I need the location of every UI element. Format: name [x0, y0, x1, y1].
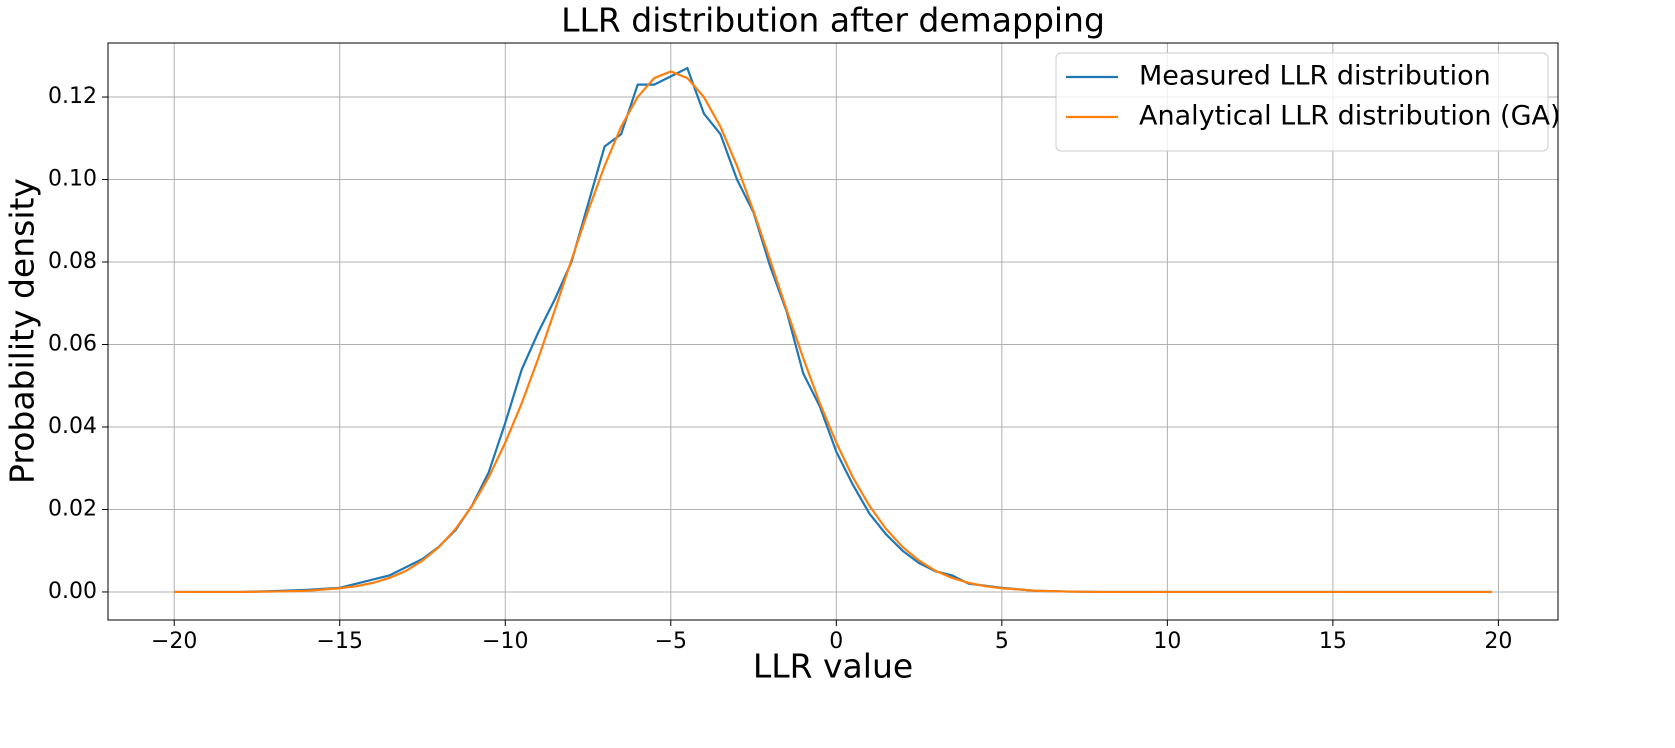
x-tick-label: −10 [482, 629, 528, 654]
y-tick-label: 0.06 [48, 331, 97, 356]
data-line [174, 70, 1492, 594]
legend-label: Analytical LLR distribution (GA) [1139, 101, 1561, 132]
x-tick-label: 5 [995, 629, 1009, 654]
x-tick-label: 15 [1319, 629, 1347, 654]
chart-title: LLR distribution after demapping [561, 1, 1105, 40]
x-tick-label: −15 [317, 629, 363, 654]
x-tick-label: −20 [151, 629, 197, 654]
y-tick-label: 0.02 [48, 496, 97, 521]
legend-box [1055, 52, 1549, 152]
legend: Measured LLR distribution Analytical LLR … [1055, 52, 1561, 152]
y-tick-label: 0.10 [48, 167, 97, 192]
x-tick-label: 0 [829, 629, 843, 654]
plot-frame [107, 42, 1559, 621]
y-tick-label: 0.04 [48, 414, 97, 439]
y-tick-label: 0.00 [48, 579, 97, 604]
x-tick-label: 20 [1484, 629, 1512, 654]
y-tick-label: 0.12 [48, 84, 97, 109]
x-tick-label: 10 [1153, 629, 1181, 654]
x-tick-label: −5 [655, 629, 687, 654]
y-tick-label: 0.08 [48, 249, 97, 274]
x-axis-label: LLR value [753, 647, 913, 686]
legend-label: Measured LLR distribution [1139, 61, 1491, 92]
y-axis-label: Probability density [3, 178, 42, 484]
